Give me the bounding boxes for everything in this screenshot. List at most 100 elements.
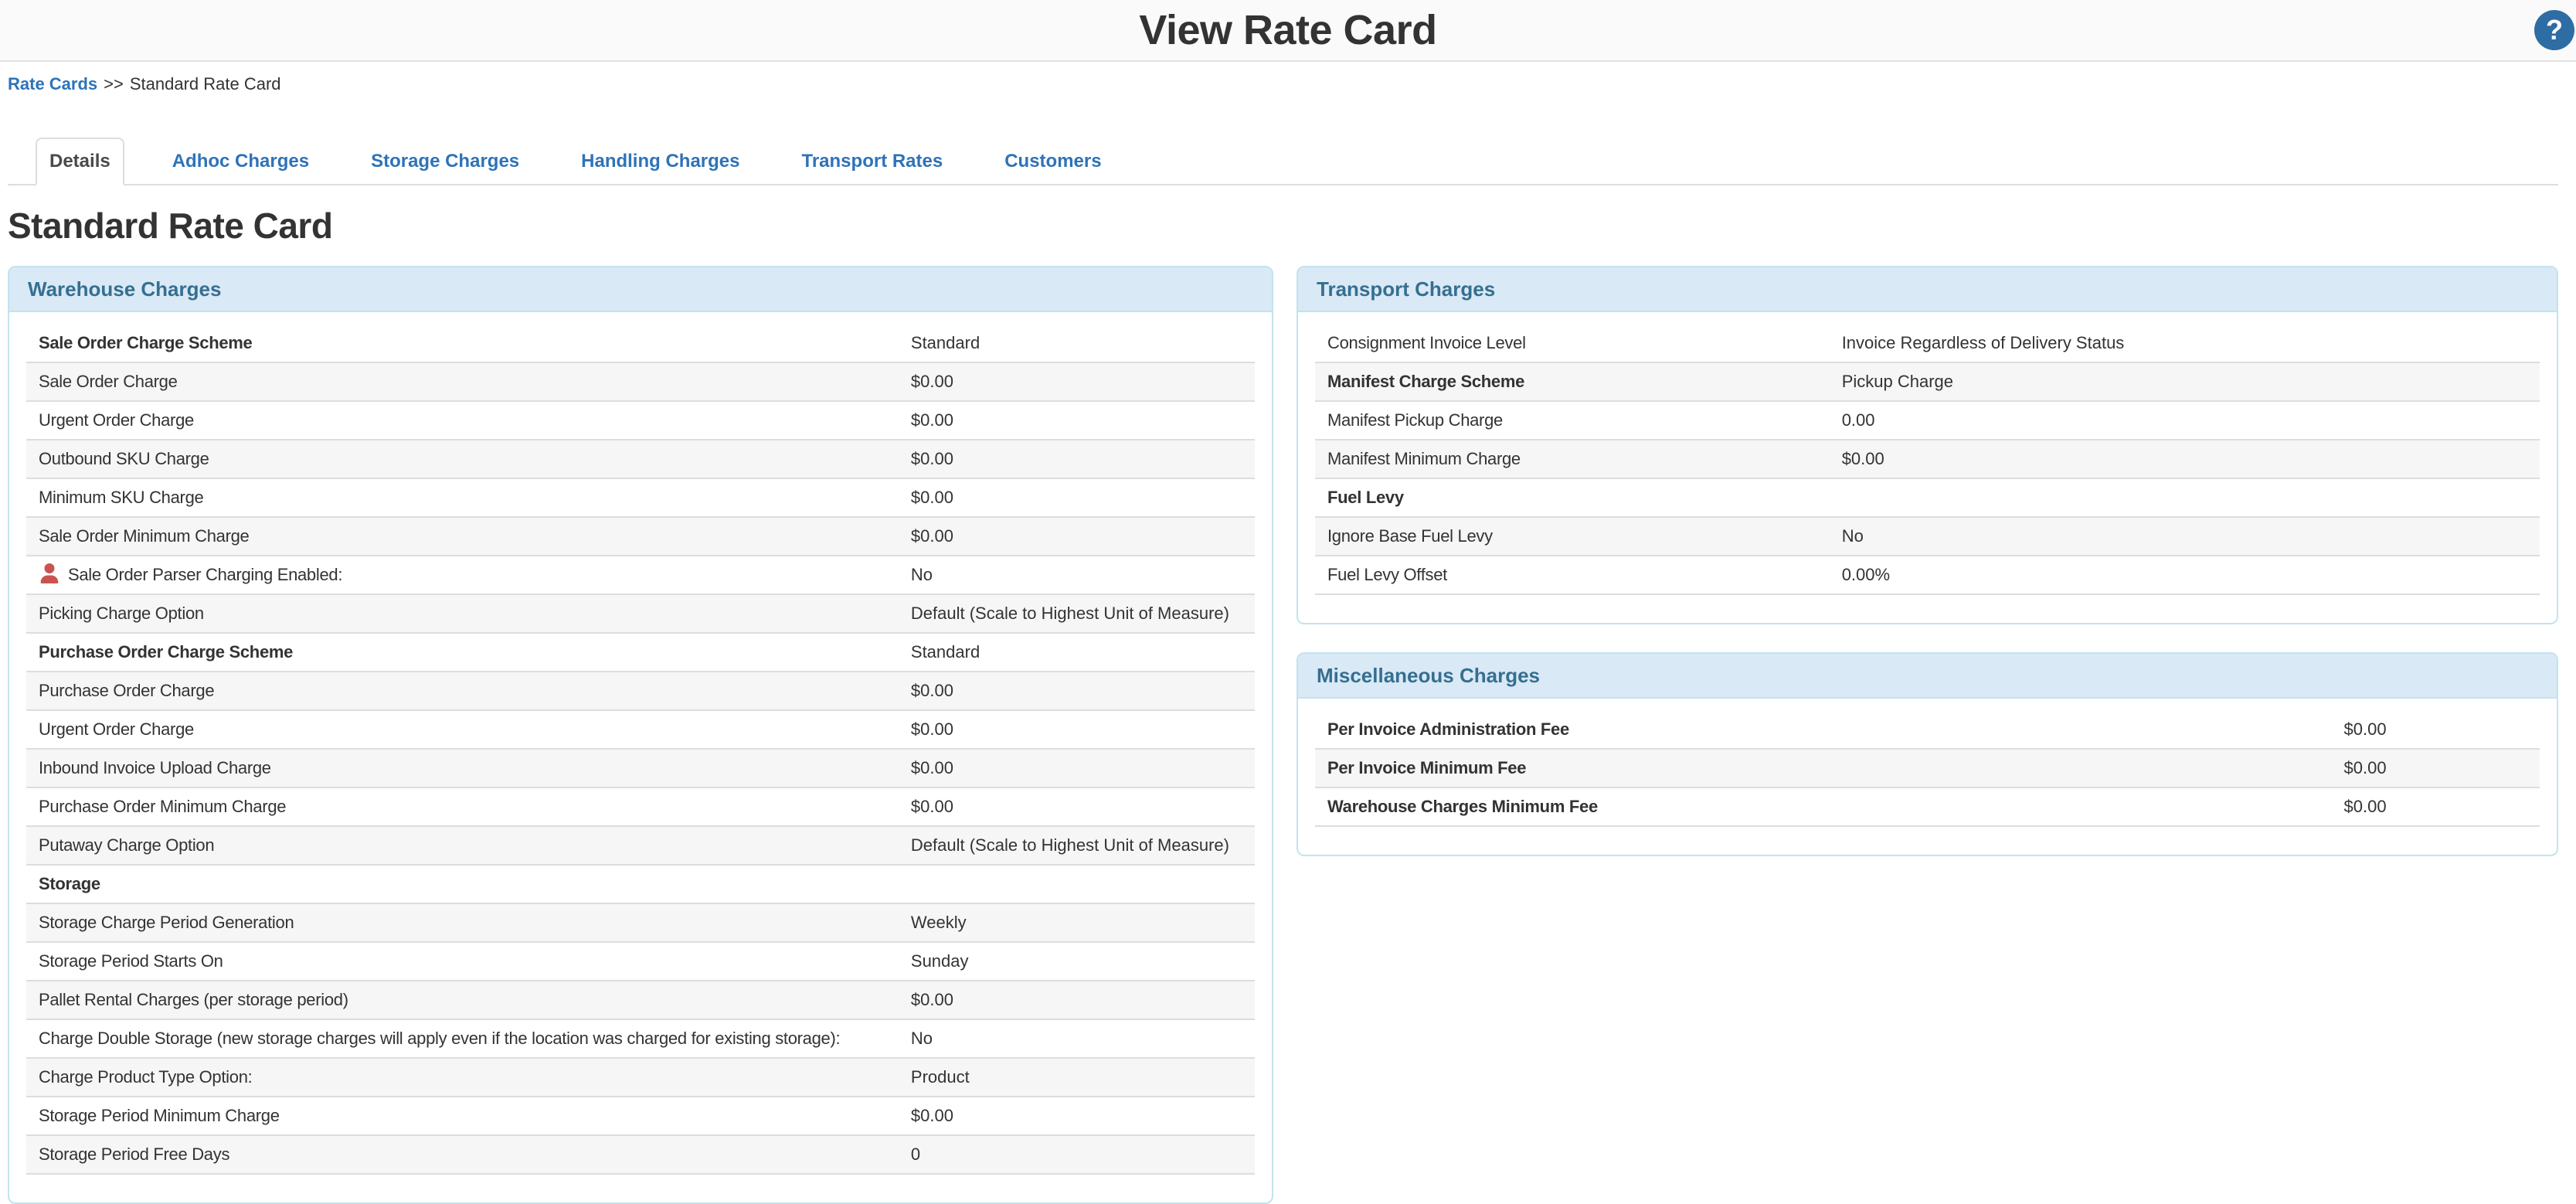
row-label: Purchase Order Minimum Charge [26,787,899,827]
row-label: Urgent Order Charge [26,401,899,440]
row-value [898,865,1255,904]
table-row: Per Invoice Administration Fee $0.00 [1315,711,2540,750]
content-columns: Warehouse Charges Sale Order Charge Sche… [0,266,2576,1204]
warehouse-charges-panel-title: Warehouse Charges [9,267,1272,312]
table-row: Storage Period Minimum Charge $0.00 [26,1097,1255,1136]
row-label-text: Minimum SKU Charge [39,488,204,507]
breadcrumb-link-rate-cards[interactable]: Rate Cards [8,74,98,94]
row-label: Sale Order Parser Charging Enabled: [26,556,899,595]
table-row: Charge Product Type Option: Product [26,1058,1255,1097]
row-label-text: Storage Charge Period Generation [39,913,294,932]
rate-card-heading: Standard Rate Card [8,206,333,246]
table-row: Ignore Base Fuel Levy No [1315,517,2540,556]
table-row: Storage Period Free Days 0 [26,1135,1255,1175]
row-value: No [898,1019,1255,1059]
transport-charges-table: Consignment Invoice Level Invoice Regardl… [1315,325,2540,595]
table-row: Manifest Charge Scheme Pickup Charge [1315,362,2540,402]
tab-transport-rates[interactable]: Transport Rates [801,151,943,172]
tab-customers[interactable]: Customers [1004,151,1102,172]
table-row: Storage Charge Period Generation Weekly [26,903,1255,943]
help-icon[interactable]: ? [2534,10,2574,50]
warehouse-charges-panel: Warehouse Charges Sale Order Charge Sche… [8,266,1273,1204]
row-value: $0.00 [898,787,1255,827]
row-label: Picking Charge Option [26,594,899,634]
row-value: $0.00 [898,362,1255,402]
table-row: Sale Order Charge $0.00 [26,362,1255,402]
warehouse-charges-panel-body: Sale Order Charge Scheme Standard Sale Ord… [9,312,1272,1202]
table-row: Charge Double Storage (new storage charg… [26,1019,1255,1059]
row-value: Invoice Regardless of Delivery Status [1829,325,2540,363]
row-label-text: Charge Double Storage (new storage charg… [39,1029,841,1048]
row-value: Standard [898,325,1255,363]
table-row: Storage [26,865,1255,904]
table-row: Warehouse Charges Minimum Fee $0.00 [1315,787,2540,827]
row-label: Purchase Order Charge [26,672,899,711]
transport-charges-panel-body: Consignment Invoice Level Invoice Regardl… [1298,312,2557,623]
row-value: Pickup Charge [1829,362,2540,402]
miscellaneous-charges-table: Per Invoice Administration Fee $0.00 Per I… [1315,711,2540,827]
row-label: Storage Period Minimum Charge [26,1097,899,1136]
row-label-text: Inbound Invoice Upload Charge [39,758,271,777]
tab-adhoc-charges[interactable]: Adhoc Charges [172,151,310,172]
row-value: $0.00 [898,478,1255,518]
row-label: Manifest Minimum Charge [1315,440,1830,479]
transport-charges-panel: Transport Charges Consignment Invoice Le… [1296,266,2558,624]
table-row: Putaway Charge Option Default (Scale to H… [26,826,1255,866]
tab-item: Transport Rates [788,138,957,185]
row-label: Purchase Order Charge Scheme [26,633,899,672]
row-label: Sale Order Charge Scheme [26,325,899,363]
row-label-text: Picking Charge Option [39,604,204,623]
table-row: Purchase Order Minimum Charge $0.00 [26,787,1255,827]
row-label-text: Urgent Order Charge [39,410,194,430]
row-value: No [898,556,1255,595]
row-label-text: Manifest Minimum Charge [1327,449,1521,468]
row-value: $0.00 [2331,787,2540,827]
row-label-text: Manifest Pickup Charge [1327,410,1503,430]
row-label-text: Ignore Base Fuel Levy [1327,526,1493,546]
row-value: $0.00 [898,981,1255,1020]
tab-details[interactable]: Details [36,138,124,185]
breadcrumb-current: Standard Rate Card [129,74,281,94]
table-row: Sale Order Parser Charging Enabled: No [26,556,1255,595]
row-label-text: Purchase Order Minimum Charge [39,797,287,816]
tab-handling-charges[interactable]: Handling Charges [581,151,740,172]
row-label-text: Storage [39,874,100,893]
row-label: Storage Period Free Days [26,1135,899,1175]
row-label: Per Invoice Administration Fee [1315,711,2332,750]
row-value: $0.00 [2331,711,2540,750]
row-label: Warehouse Charges Minimum Fee [1315,787,2332,827]
row-label-text: Purchase Order Charge Scheme [39,642,294,662]
row-label-text: Sale Order Minimum Charge [39,526,250,546]
row-label-text: Per Invoice Administration Fee [1327,719,1569,739]
tab-item: Handling Charges [567,138,753,185]
row-label: Fuel Levy Offset [1315,556,1830,595]
table-row: Manifest Pickup Charge 0.00 [1315,401,2540,440]
row-value: $0.00 [2331,749,2540,788]
miscellaneous-charges-panel: Miscellaneous Charges Per Invoice Admini… [1296,652,2558,856]
row-label: Storage Charge Period Generation [26,903,899,943]
tab-item: Adhoc Charges [158,138,323,185]
breadcrumb: Rate Cards >> Standard Rate Card [0,62,2576,104]
row-value: $0.00 [898,749,1255,788]
tab-storage-charges[interactable]: Storage Charges [371,151,520,172]
table-row: Urgent Order Charge $0.00 [26,401,1255,440]
table-row: Purchase Order Charge Scheme Standard [26,633,1255,672]
title-bar: View Rate Card ? [0,0,2576,62]
row-label-text: Storage Period Free Days [39,1144,230,1164]
row-label-text: Pallet Rental Charges (per storage perio… [39,990,348,1009]
row-label-text: Sale Order Charge Scheme [39,333,253,352]
right-column: Transport Charges Consignment Invoice Le… [1296,266,2558,856]
page-title: View Rate Card [1139,7,1437,53]
row-value: $0.00 [898,1097,1255,1136]
table-row: Picking Charge Option Default (Scale to H… [26,594,1255,634]
table-row: Storage Period Starts On Sunday [26,942,1255,981]
row-label-text: Urgent Order Charge [39,719,194,739]
row-label: Pallet Rental Charges (per storage perio… [26,981,899,1020]
row-value: Product [898,1058,1255,1097]
row-value: Default (Scale to Highest Unit of Measur… [898,594,1255,634]
breadcrumb-separator: >> [104,74,124,94]
row-label-text: Warehouse Charges Minimum Fee [1327,797,1598,816]
table-row: Consignment Invoice Level Invoice Regardl… [1315,325,2540,363]
miscellaneous-charges-panel-title: Miscellaneous Charges [1298,654,2557,699]
row-label: Putaway Charge Option [26,826,899,866]
